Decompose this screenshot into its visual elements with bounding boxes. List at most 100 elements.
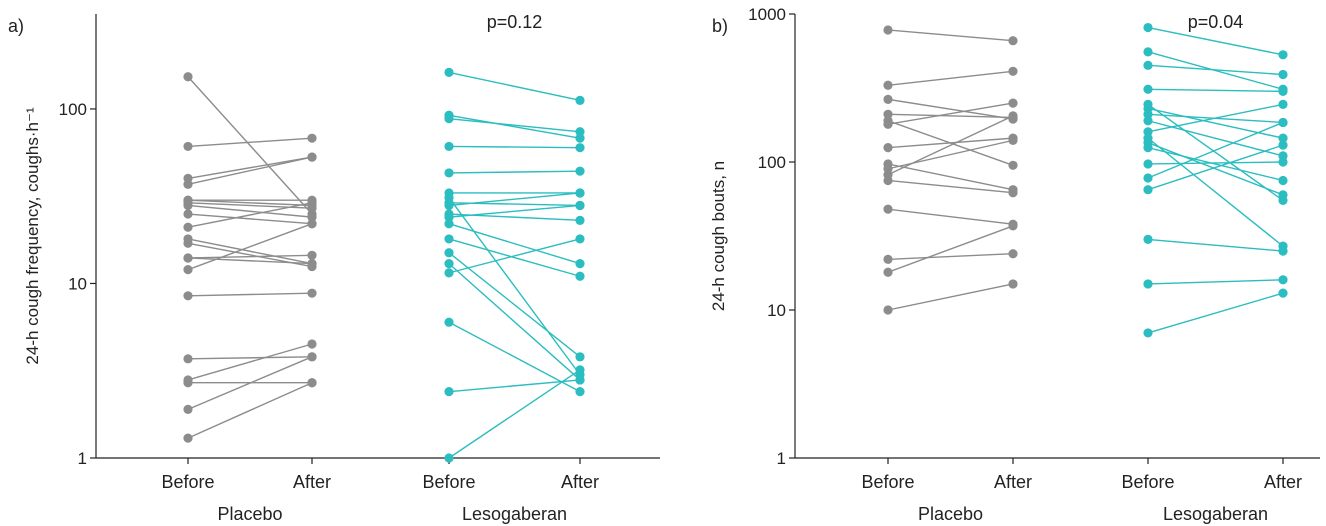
point-after	[1008, 66, 1018, 76]
pair-line	[187, 213, 313, 225]
point-before	[183, 354, 193, 364]
pair-line	[187, 223, 313, 271]
point-after	[307, 250, 317, 260]
point-before	[183, 141, 193, 152]
series-placebo	[883, 25, 1018, 315]
point-before	[183, 72, 193, 82]
point-before	[1143, 328, 1153, 338]
pair-line	[187, 343, 313, 381]
point-before	[883, 80, 893, 90]
x-tick-label: After	[1264, 472, 1302, 492]
pair-line	[187, 156, 313, 185]
point-before	[1143, 143, 1153, 153]
pair-line	[1147, 107, 1284, 139]
point-before	[1143, 127, 1153, 137]
point-after	[575, 95, 585, 105]
point-after	[575, 215, 585, 225]
chart-panel-2: 1 10 100 1000 Before After Before After Placebo L…	[709, 5, 1320, 524]
pair-line	[187, 202, 313, 228]
pair-line	[187, 356, 313, 410]
y-tick-label: 100	[758, 153, 786, 172]
pair-line	[448, 223, 581, 265]
point-after	[575, 200, 585, 211]
point-before	[1143, 109, 1153, 119]
p-value-annotation: p=0.04	[1188, 12, 1244, 32]
point-after	[575, 352, 585, 362]
point-before	[1143, 159, 1153, 169]
pair-line	[1147, 144, 1284, 191]
point-before	[183, 291, 193, 301]
point-after	[575, 258, 585, 269]
point-after	[307, 352, 317, 362]
point-after	[1278, 69, 1288, 80]
panel-label: a)	[8, 16, 24, 36]
x-tick-label: Before	[1121, 472, 1174, 492]
pair-line	[187, 382, 313, 439]
point-after	[575, 166, 585, 176]
pair-line	[887, 29, 1014, 42]
pair-line	[448, 114, 581, 139]
pair-line	[1147, 64, 1284, 76]
p-value-annotation: p=0.12	[487, 12, 543, 32]
point-after	[1008, 36, 1018, 46]
point-before	[444, 453, 454, 463]
pair-line	[1147, 292, 1284, 334]
pair-line	[1147, 137, 1284, 247]
y-tick-label: 1000	[748, 5, 786, 24]
group-label: Placebo	[217, 504, 282, 524]
y-axis-title: 24-h cough frequency, coughs·h⁻¹	[23, 107, 42, 365]
point-after	[307, 152, 317, 162]
point-before	[183, 253, 193, 263]
point-before	[183, 378, 193, 388]
point-before	[444, 212, 454, 222]
pair-line	[187, 356, 313, 360]
pair-line	[1147, 161, 1284, 165]
point-after	[1008, 279, 1018, 289]
pair-line	[187, 292, 313, 297]
point-before	[883, 143, 893, 153]
panel-label: b)	[712, 16, 728, 36]
pair-line	[448, 379, 581, 393]
point-before	[183, 209, 193, 219]
point-after	[307, 219, 317, 229]
pair-line	[887, 179, 1014, 194]
pair-line	[448, 238, 581, 274]
point-before	[1143, 22, 1153, 33]
pair-line	[887, 98, 1014, 120]
pair-line	[1147, 279, 1284, 285]
y-tick-label: 10	[68, 274, 87, 293]
point-after	[1008, 135, 1018, 145]
point-after	[1278, 175, 1288, 186]
pair-line	[187, 257, 313, 265]
x-tick-label: After	[994, 472, 1032, 492]
point-after	[1278, 157, 1288, 167]
point-before	[444, 317, 454, 327]
point-before	[1143, 234, 1153, 244]
point-before	[1143, 116, 1153, 126]
pair-line	[887, 70, 1014, 86]
point-before	[183, 179, 193, 189]
pair-line	[887, 283, 1014, 311]
point-after	[307, 258, 317, 269]
point-after	[575, 271, 585, 281]
pair-line	[187, 76, 313, 215]
group-label: Lesogaberan	[1163, 504, 1268, 524]
point-before	[183, 238, 193, 248]
point-after	[307, 339, 317, 349]
point-before	[183, 404, 193, 414]
pair-line	[448, 369, 581, 459]
pair-line	[887, 113, 1014, 119]
point-after	[1278, 275, 1288, 285]
point-before	[1143, 84, 1153, 94]
point-after	[1278, 99, 1288, 110]
pair-line	[448, 252, 581, 358]
y-tick-label: 10	[767, 301, 786, 320]
x-tick-label: Before	[861, 472, 914, 492]
y-axis-title: 24-h cough bouts, n	[709, 161, 728, 311]
point-after	[307, 288, 317, 298]
point-before	[1143, 47, 1153, 57]
pair-line	[887, 115, 1014, 176]
point-after	[1278, 133, 1288, 143]
point-after	[1008, 160, 1018, 170]
point-before	[883, 119, 893, 129]
